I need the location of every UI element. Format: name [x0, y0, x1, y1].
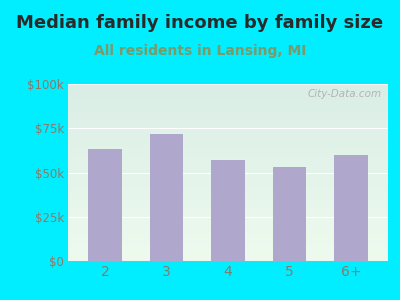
Bar — [88, 149, 122, 261]
Text: Median family income by family size: Median family income by family size — [16, 14, 384, 32]
Bar — [211, 160, 245, 261]
Bar — [273, 167, 306, 261]
Text: All residents in Lansing, MI: All residents in Lansing, MI — [94, 44, 306, 58]
Bar — [150, 134, 183, 261]
Text: City-Data.com: City-Data.com — [308, 89, 382, 99]
Bar — [334, 155, 368, 261]
